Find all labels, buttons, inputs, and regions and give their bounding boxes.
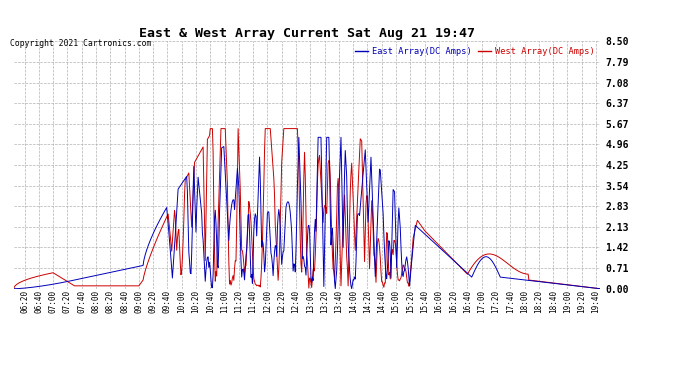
Text: Copyright 2021 Cartronics.com: Copyright 2021 Cartronics.com (10, 39, 152, 48)
Title: East & West Array Current Sat Aug 21 19:47: East & West Array Current Sat Aug 21 19:… (139, 27, 475, 40)
Legend: East Array(DC Amps), West Array(DC Amps): East Array(DC Amps), West Array(DC Amps) (353, 45, 596, 58)
